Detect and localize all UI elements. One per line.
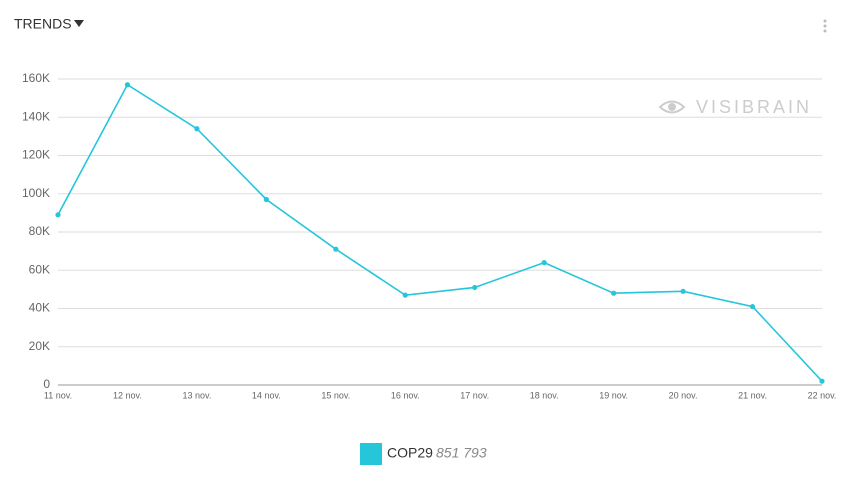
x-tick-label: 19 nov. <box>599 390 628 400</box>
data-point <box>541 260 547 266</box>
data-point <box>611 290 617 296</box>
title-dropdown[interactable] <box>74 20 84 27</box>
y-tick-label: 80K <box>29 224 50 238</box>
data-point <box>472 284 478 291</box>
x-tick-label: 17 nov. <box>460 390 489 400</box>
y-tick-label: 140K <box>22 109 50 123</box>
data-point <box>194 126 200 132</box>
y-tick-label: 20K <box>29 339 50 353</box>
x-tick-label: 20 nov. <box>669 390 698 400</box>
series-line <box>57 83 823 382</box>
x-tick-label: 16 nov. <box>391 390 420 400</box>
data-point <box>333 246 339 252</box>
x-tick-label: 14 nov. <box>252 390 281 400</box>
chart-title: TRENDS <box>14 16 72 32</box>
y-tick-label: 0 <box>43 377 50 391</box>
data-point <box>819 378 825 384</box>
data-point <box>124 82 131 88</box>
y-tick-label: 60K <box>29 262 50 276</box>
x-tick-label: 11 nov. <box>44 390 72 400</box>
watermark-eye <box>658 100 686 114</box>
data-point <box>749 303 756 310</box>
legend-swatch <box>360 443 382 465</box>
data-point <box>680 288 686 294</box>
watermark: VISIBRAIN <box>696 97 812 117</box>
x-tick-label: 21 nov. <box>738 390 767 400</box>
data-point <box>402 292 408 298</box>
menu-dots[interactable] <box>823 19 827 33</box>
y-tick-label: 120K <box>22 148 50 162</box>
y-tick-label: 100K <box>22 186 50 200</box>
x-tick-label: 18 nov. <box>530 390 559 400</box>
x-tick-label: 15 nov. <box>321 390 350 400</box>
data-point <box>55 212 61 218</box>
data-point <box>263 196 269 203</box>
legend-label[interactable]: COP29 <box>387 445 433 461</box>
x-tick-label: 22 nov. <box>808 390 837 400</box>
x-tick-label: 13 nov. <box>182 390 211 400</box>
y-tick-label: 160K <box>22 71 50 85</box>
y-tick-label: 40K <box>29 301 50 315</box>
legend-total: 851 793 <box>436 445 487 461</box>
x-tick-label: 12 nov. <box>113 390 142 400</box>
